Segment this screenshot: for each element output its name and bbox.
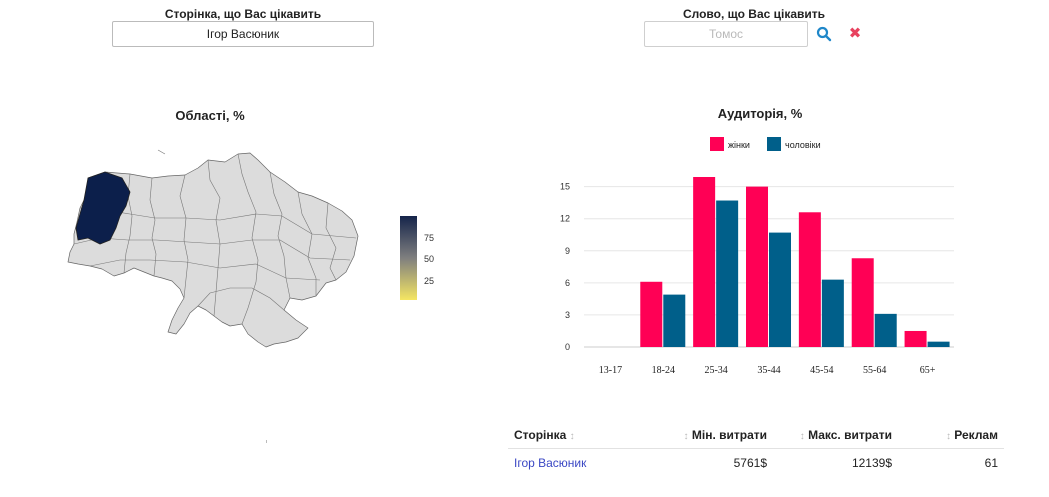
bar-women: [904, 330, 927, 347]
y-tick-label: 12: [560, 214, 570, 224]
colorbar-gradient: [400, 216, 417, 300]
column-header-ads[interactable]: ↕ Реклам: [898, 423, 1004, 449]
x-tick-label: 18-24: [652, 365, 675, 376]
map-regions: [67, 152, 359, 348]
ukraine-regions-map: [67, 149, 359, 348]
legend-swatch: [710, 137, 724, 151]
column-header-max-spend[interactable]: ↕ Макс. витрати: [773, 423, 898, 449]
ads-count-cell: 61: [984, 456, 998, 471]
map-colorbar: 75 50 25: [400, 216, 434, 300]
bar-women: [746, 186, 768, 347]
bar-men: [663, 294, 686, 347]
bar-men: [874, 313, 897, 347]
page-select[interactable]: Ігор Васюник: [112, 21, 374, 47]
x-tick-label: 55-64: [863, 365, 886, 376]
y-tick-label: 6: [565, 278, 570, 288]
divider-mark: [266, 440, 267, 443]
y-tick-label: 0: [565, 342, 570, 352]
table-header-row: Сторінка ↕ ↕ Мін. витрати ↕ Макс. витрат…: [508, 423, 1004, 449]
sort-icon[interactable]: ↕: [799, 431, 805, 443]
close-icon[interactable]: ✖: [848, 25, 862, 42]
sort-icon[interactable]: ↕: [945, 431, 951, 443]
bar-men: [716, 200, 739, 347]
x-tick-label: 45-54: [810, 365, 833, 376]
map-outline: [67, 152, 359, 348]
sort-icon[interactable]: ↕: [569, 431, 575, 443]
max-spend-cell: 12139$: [851, 456, 892, 471]
page-field-label: Сторінка, що Вас цікавить: [164, 7, 322, 21]
x-tick-label: 35-44: [757, 365, 780, 376]
colorbar-tick-label: 25: [424, 276, 434, 286]
search-icon[interactable]: [815, 25, 833, 43]
column-header-page[interactable]: Сторінка ↕: [508, 423, 658, 449]
region-lviv-highlighted: [75, 171, 131, 245]
bar-men: [927, 341, 950, 347]
x-tick-label: 25-34: [704, 365, 727, 376]
bar-women: [851, 258, 874, 347]
sort-icon[interactable]: ↕: [683, 431, 689, 443]
x-tick-label: 13-17: [599, 365, 622, 376]
audience-chart-title: Аудиторія, %: [717, 106, 803, 121]
y-tick-label: 3: [565, 310, 570, 320]
colorbar-tick-label: 75: [424, 233, 434, 243]
map-title: Області, %: [175, 108, 245, 123]
legend-label: чоловіки: [785, 140, 821, 150]
bar-women: [693, 177, 716, 347]
x-tick-label: 65+: [920, 365, 936, 376]
page-link[interactable]: Ігор Васюник: [514, 456, 587, 471]
bar-women: [798, 212, 821, 347]
pages-table: Сторінка ↕ ↕ Мін. витрати ↕ Макс. витрат…: [508, 423, 1004, 478]
word-search-input[interactable]: [644, 21, 808, 47]
bar-men: [769, 232, 791, 347]
table-row: Ігор Васюник 5761$ 12139$ 61: [508, 448, 1004, 478]
min-spend-cell: 5761$: [733, 456, 767, 471]
colorbar-tick-label: 50: [424, 254, 434, 264]
bar-women: [640, 281, 663, 347]
column-header-min-spend[interactable]: ↕ Мін. витрати: [658, 423, 773, 449]
legend-label: жінки: [728, 140, 750, 150]
bar-men: [821, 279, 844, 347]
y-tick-label: 9: [565, 246, 570, 256]
word-field-label: Слово, що Вас цікавить: [682, 7, 826, 21]
audience-bar-chart: 0 3 6 9 12 15 13-17 18-24 25-34 35-44 45-54 55-64 65…: [560, 137, 954, 376]
legend-swatch: [767, 137, 781, 151]
y-tick-label: 15: [560, 182, 570, 192]
